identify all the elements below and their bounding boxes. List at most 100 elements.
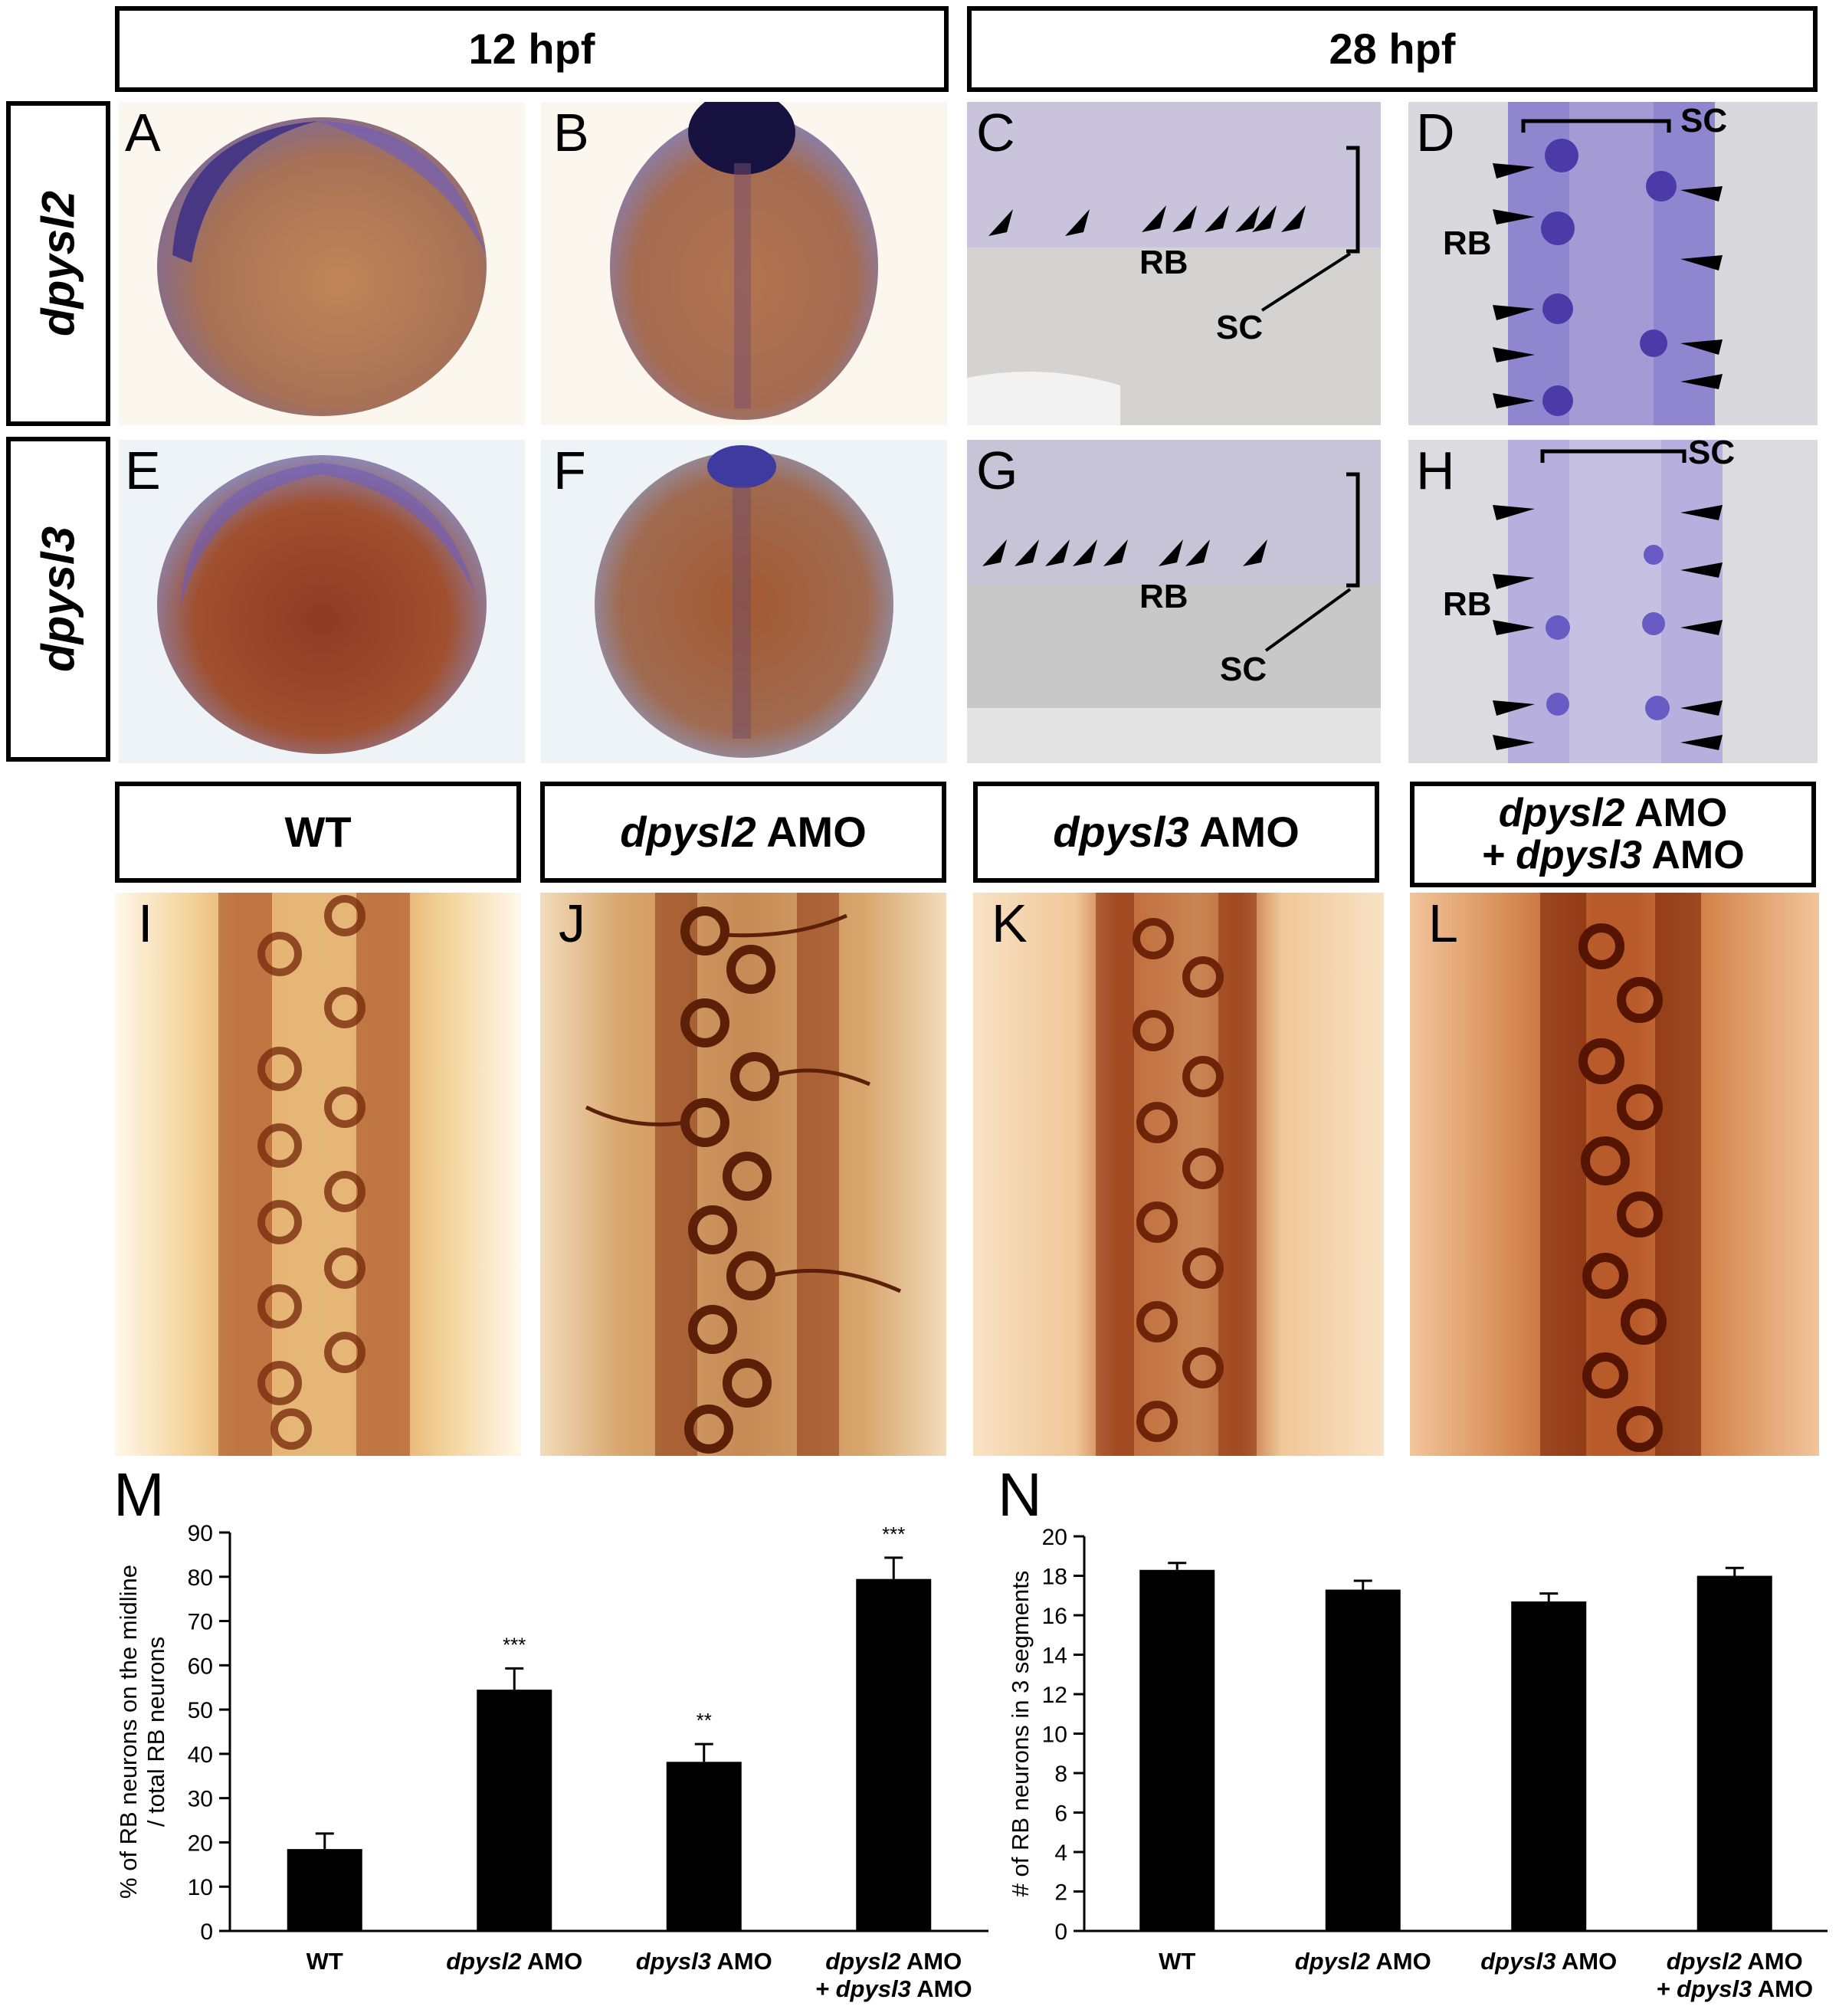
chart-m-y-tick-label: 60 (188, 1654, 213, 1679)
chart-m-y-tick-label: 40 (188, 1742, 213, 1768)
chart-n-y-tick-label: 14 (1042, 1644, 1067, 1669)
header-double-line2-suffix: AMO (1641, 833, 1745, 877)
header-dpysl3-amo: dpysl3 AMO (973, 782, 1379, 883)
annotation-sc-h: SC (1688, 440, 1736, 471)
header-wt-text: WT (284, 807, 352, 856)
panel-d-image: D SC RB (1408, 102, 1818, 425)
chart-n-y-tick-label: 4 (1054, 1841, 1067, 1866)
chart-m-y-tick-label: 70 (188, 1610, 213, 1635)
header-dpysl2-amo-suffix: AMO (756, 807, 867, 856)
panel-a-embryo (157, 117, 487, 416)
chart-m-x-tick-label: dpysl2 AMO (825, 1948, 962, 1975)
panel-b-image: B (541, 102, 947, 425)
annotation-rb-h: RB (1443, 585, 1492, 623)
panel-label-l: L (1428, 893, 1458, 953)
chart-n-x-tick-label: dpysl2 AMO (1667, 1948, 1803, 1975)
chart-n-bar (1696, 1575, 1772, 1931)
panel-label-c: C (976, 103, 1015, 162)
chart-m-bar (666, 1762, 742, 1931)
panel-f-embryo (595, 445, 893, 758)
panel-b-embryo (610, 102, 878, 420)
panel-l-image: L (1410, 893, 1819, 1456)
panel-label-f: F (553, 441, 586, 500)
header-double-line2-prefix: + (1481, 833, 1516, 877)
panel-label-k: K (992, 893, 1028, 953)
panel-label-i: I (138, 893, 153, 953)
panel-a-image: A (119, 102, 525, 425)
panel-c-section (967, 102, 1381, 425)
panel-h-section (1493, 440, 1723, 763)
annotation-sc-c: SC (1216, 309, 1264, 346)
panel-l-neurons (1540, 893, 1701, 1456)
chart-m-x-tick-label: dpysl3 AMO (636, 1948, 772, 1975)
chart-n-y-tick-label: 12 (1042, 1683, 1067, 1708)
chart-m-y-tick-label: 10 (188, 1875, 213, 1900)
chart-m-x-tick-label: WT (306, 1948, 343, 1975)
chart-m-bar (856, 1578, 932, 1931)
chart-n-y-tick-label: 20 (1042, 1525, 1067, 1550)
chart-n-x-tick-label: dpysl2 AMO (1295, 1948, 1431, 1975)
panel-label-d: D (1416, 103, 1455, 162)
header-double-amo: dpysl2 AMO + dpysl3 AMO (1410, 782, 1816, 887)
panel-label-e: E (125, 441, 161, 500)
header-double-line1-suffix: AMO (1624, 791, 1728, 836)
chart-n-bar (1511, 1601, 1587, 1931)
chart-m-y-tick-label: 30 (188, 1787, 213, 1812)
annotation-rb-g: RB (1139, 578, 1188, 615)
panel-label-m: M (113, 1460, 165, 1529)
panel-g-image: G RB SC (967, 440, 1381, 763)
chart-m-significance: ** (697, 1709, 712, 1732)
row-label-dpysl2-text: dpysl2 (32, 190, 84, 337)
header-dpysl2-amo: dpysl2 AMO (540, 782, 946, 883)
panel-k-image: K (973, 893, 1384, 1456)
chart-m-x-tick-label: dpysl2 AMO (446, 1948, 582, 1975)
header-wt: WT (115, 782, 521, 883)
chart-n-y-tick-label: 2 (1054, 1880, 1067, 1906)
header-12hpf-text: 12 hpf (468, 24, 595, 73)
panel-i-image: I (115, 893, 521, 1456)
annotation-rb-c: RB (1139, 244, 1188, 281)
panel-j-neurons (585, 893, 902, 1456)
chart-m-y-tick-label: 80 (188, 1565, 213, 1591)
panel-e-image: E (119, 440, 525, 763)
chart-n-y-tick-label: 10 (1042, 1723, 1067, 1748)
header-12hpf: 12 hpf (115, 6, 949, 92)
header-double-line2-gene: dpysl3 (1516, 833, 1642, 877)
chart-n-bar (1139, 1569, 1215, 1931)
chart-n: 0 2 4 6 8 10 12 14 16 18 20 # of RB neurons in 3 se… (1007, 1525, 1828, 2002)
chart-m-y-tick-label: 0 (200, 1919, 213, 1945)
chart-n-y-tick-label: 18 (1042, 1565, 1067, 1590)
chart-m-significance: *** (503, 1633, 526, 1656)
panel-g-section (967, 440, 1381, 763)
panel-i-neurons (218, 893, 410, 1456)
panel-e-embryo (157, 455, 487, 754)
panel-h-image: H SC RB (1408, 440, 1818, 763)
chart-m-x-tick-label-line2: + dpysl3 AMO (815, 1975, 972, 2002)
annotation-sc-d: SC (1680, 102, 1728, 139)
chart-n-x-tick-label: dpysl3 AMO (1480, 1948, 1617, 1975)
chart-n-y-tick-label: 6 (1054, 1801, 1067, 1827)
chart-n-x-tick-label-line2: + dpysl3 AMO (1656, 1975, 1813, 2002)
header-double-line1-gene: dpysl2 (1498, 791, 1625, 836)
header-dpysl2-amo-gene: dpysl2 (620, 807, 756, 856)
chart-n-y-label: # of RB neurons in 3 segments (1007, 1571, 1034, 1897)
panel-d-section (1493, 102, 1723, 425)
chart-m-y-tick-label: 20 (188, 1831, 213, 1856)
panel-label-b: B (553, 103, 589, 162)
chart-m-y-label: % of RB neurons on the midline/ total RB… (115, 1565, 169, 1899)
header-dpysl3-amo-gene: dpysl3 (1053, 807, 1189, 856)
row-label-dpysl3-text: dpysl3 (32, 526, 84, 673)
panel-k-neurons (1096, 893, 1257, 1456)
chart-m-bar (477, 1690, 552, 1931)
chart-n-y-tick-label: 16 (1042, 1604, 1067, 1629)
chart-n-x-tick-label: WT (1159, 1948, 1195, 1975)
chart-m-y-tick-label: 90 (188, 1521, 213, 1546)
row-label-dpysl3: dpysl3 (6, 437, 110, 762)
panel-label-h: H (1416, 441, 1455, 500)
panel-label-a: A (125, 103, 161, 162)
chart-m: 0 10 20 30 40 50 60 70 80 90 % of RB neurons on th… (115, 1521, 988, 2002)
annotation-sc-g: SC (1220, 651, 1267, 688)
chart-n-y-tick-label: 0 (1054, 1919, 1067, 1945)
header-dpysl3-amo-suffix: AMO (1188, 807, 1300, 856)
panel-c-image: C RB SC (967, 102, 1381, 425)
